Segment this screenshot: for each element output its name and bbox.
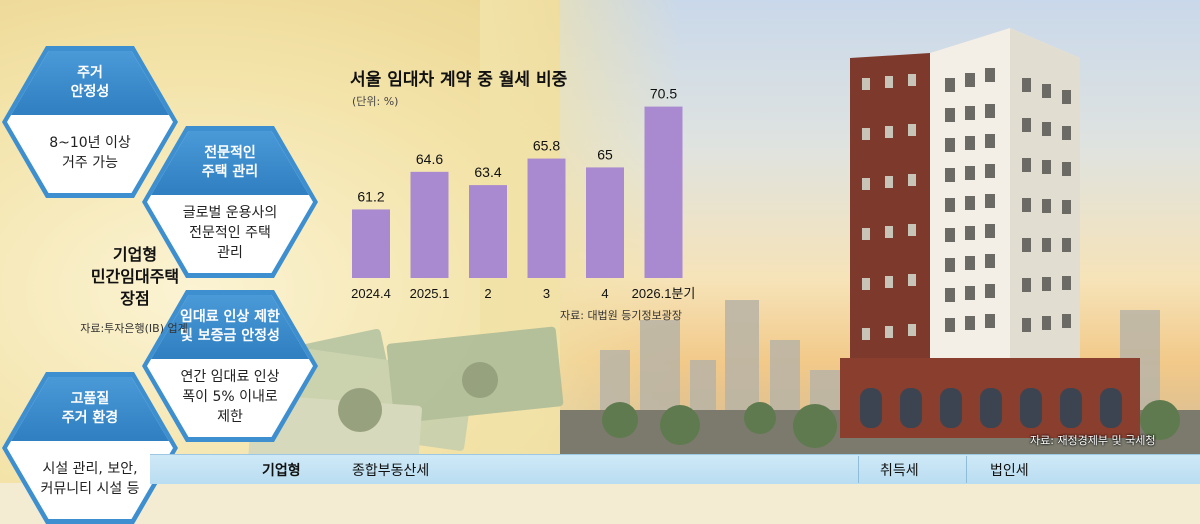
hex-title-line: 전문적인: [204, 145, 256, 161]
chart-value-label: 61.2: [357, 188, 384, 204]
hex-rent-limit: 임대료 인상 제한 및 보증금 안정성 연간 임대료 인상 폭이 5% 이내로 …: [142, 290, 318, 442]
hex-title-line: 주거: [77, 65, 103, 81]
chart-value-label: 63.4: [474, 164, 501, 180]
hex-title-line: 및 보증금 안정성: [180, 328, 280, 344]
chart-category-label: 3: [543, 286, 550, 301]
chart-title: 서울 임대차 계약 중 월세 비중: [350, 70, 568, 90]
hex-title-line: 안정성: [70, 84, 110, 100]
hex-body: 글로벌 운용사의 전문적인 주택 관리: [147, 197, 313, 269]
chart-category-label: 4: [601, 286, 608, 301]
header-cell-corporate-tax: 법인세: [990, 463, 1029, 479]
hex-body-line: 8~10년 이상: [49, 135, 131, 151]
chart-bar: [527, 158, 566, 278]
hex-body-line: 전문적인 주택: [189, 225, 271, 241]
center-title-line: 민간임대주택: [90, 267, 180, 286]
chart-source: 자료: 대법원 등기정보광장: [560, 309, 683, 322]
chart-category-label: 2: [484, 286, 491, 301]
hex-body-line: 제한: [217, 409, 243, 425]
hex-body: 시설 관리, 보안, 커뮤니티 시설 등: [7, 443, 173, 515]
hex-body-line: 글로벌 운용사의: [182, 205, 278, 221]
hex-body-line: 시설 관리, 보안,: [42, 461, 138, 477]
hex-body: 8~10년 이상 거주 가능: [7, 117, 173, 189]
hex-title-line: 주거 환경: [61, 410, 119, 426]
chart-value-label: 64.6: [416, 151, 443, 167]
chart-category-label: 2026.1분기: [632, 286, 696, 301]
header-divider: [858, 456, 859, 483]
chart-value-label: 70.5: [650, 86, 677, 102]
center-source: 자료:투자은행(IB) 업계: [80, 322, 188, 335]
hex-title-line: 고품질: [70, 391, 110, 407]
chart-value-label: 65: [597, 146, 613, 162]
hex-title-line: 주택 관리: [201, 164, 259, 180]
chart-bar: [469, 185, 507, 278]
chart-bar: [644, 106, 683, 279]
chart-bar: [586, 167, 624, 278]
chart-category-label: 2025.1: [410, 286, 450, 301]
header-cell-acquisition-tax: 취득세: [880, 463, 919, 479]
chart-category-label: 2024.4: [351, 286, 391, 301]
center-title-line: 장점: [120, 289, 150, 308]
hex-title-line: 임대료 인상 제한: [180, 309, 280, 325]
chart-value-label: 65.8: [533, 138, 560, 154]
hex-body: 연간 임대료 인상 폭이 5% 이내로 제한: [147, 361, 313, 433]
chart-bar: [352, 209, 390, 278]
hex-body-line: 거주 가능: [62, 155, 118, 171]
hex-body-line: 폭이 5% 이내로: [182, 389, 278, 405]
header-divider: [966, 456, 967, 483]
chart-bar: [410, 171, 449, 278]
hex-body-line: 관리: [217, 245, 243, 261]
bottom-table-header: [150, 454, 1200, 484]
hex-body-line: 연간 임대료 인상: [180, 369, 280, 385]
hex-body-line: 커뮤니티 시설 등: [40, 481, 140, 497]
photo-source: 자료: 재정경제부 및 국세청: [1030, 434, 1156, 447]
header-cell-property-tax: 종합부동산세: [352, 463, 430, 479]
center-title: 기업형 민간임대주택 장점: [60, 244, 210, 310]
apartment-building-image: [840, 28, 1140, 438]
center-title-line: 기업형: [112, 245, 158, 264]
bar-chart: 61.2 2024.4 64.6 2025.1 63.4 2 65.8 3 65 4 70.5 202…: [351, 86, 696, 301]
chart-unit: (단위: %): [352, 95, 399, 108]
header-cell-type: 기업형: [262, 463, 301, 479]
